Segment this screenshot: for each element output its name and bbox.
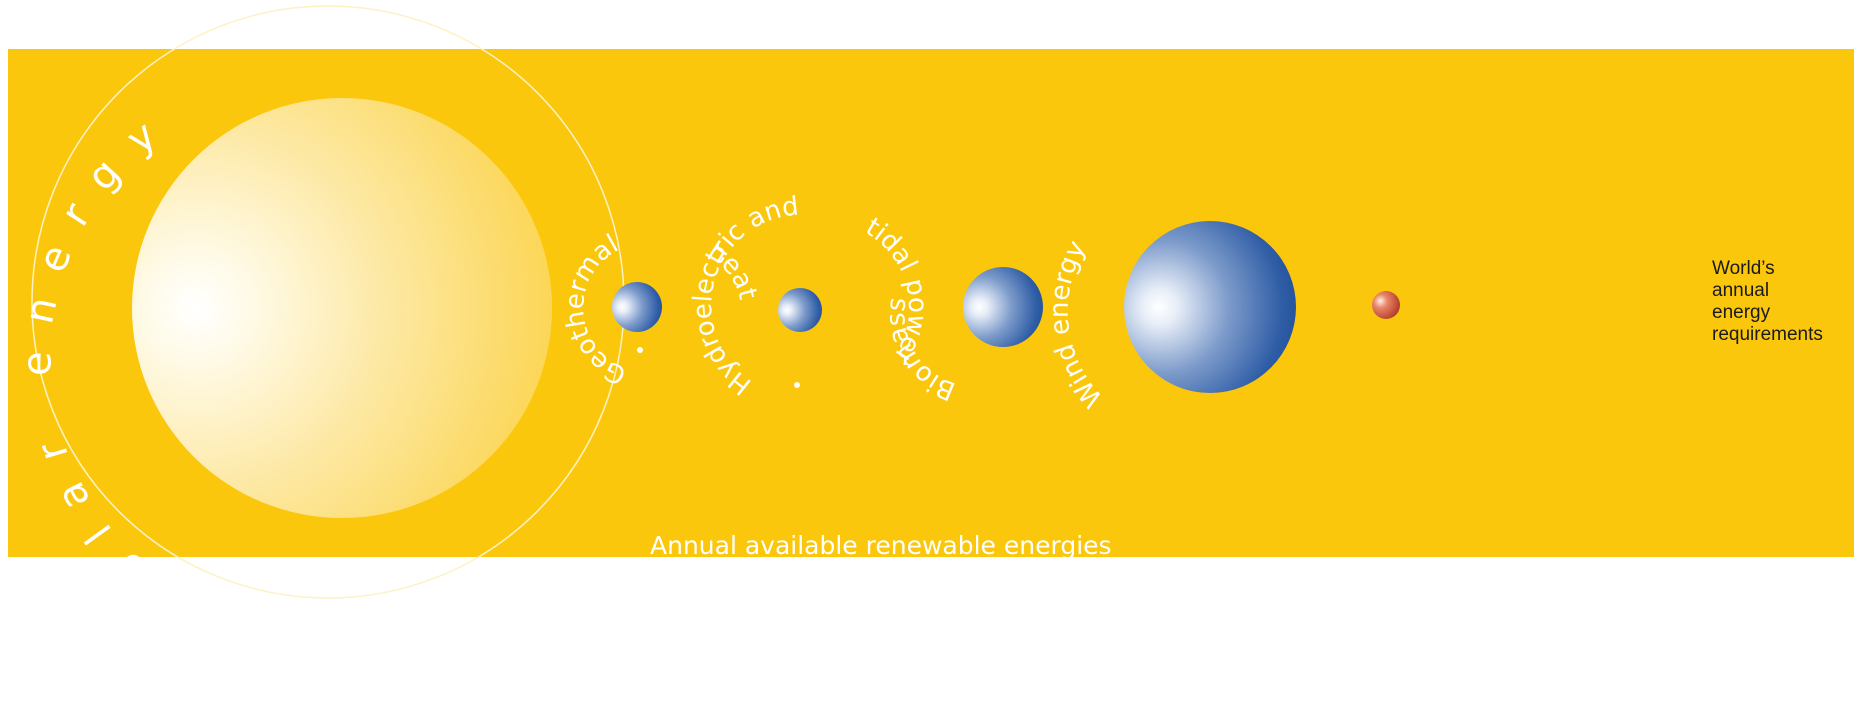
world-requirements-line: energy <box>1712 302 1771 323</box>
wind-sphere <box>1124 221 1296 393</box>
world-requirements-sphere <box>1372 291 1400 319</box>
world-requirements-label: World’s annual energy requirements <box>1712 258 1842 346</box>
geothermal-sphere <box>612 282 662 332</box>
world-requirements-line: requirements <box>1712 324 1823 345</box>
biomass-sphere <box>963 267 1043 347</box>
solar-sphere <box>132 98 552 518</box>
world-requirements-line: World’s <box>1712 258 1775 279</box>
geothermal-dot <box>637 347 643 353</box>
diagram-title: Annual available renewable energies <box>650 531 1112 560</box>
world-requirements-line: annual <box>1712 280 1770 301</box>
hydro-sphere <box>778 288 822 332</box>
hydro-dot <box>794 382 800 388</box>
